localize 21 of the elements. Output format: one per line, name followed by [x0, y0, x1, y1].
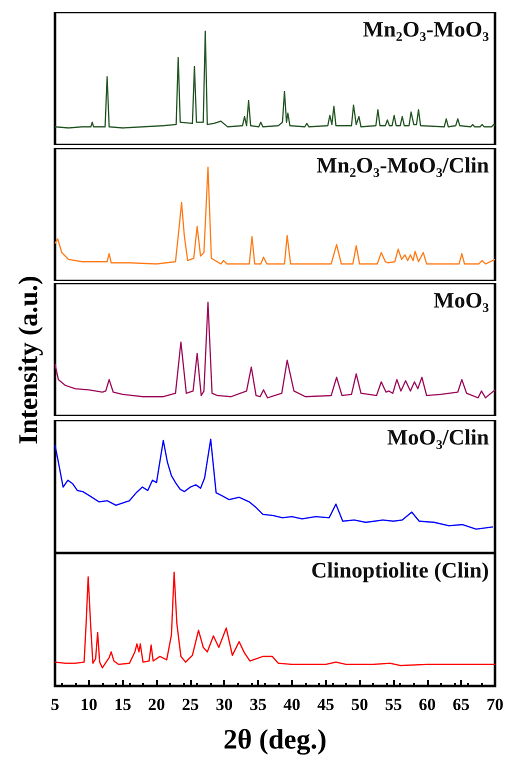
- x-tick-label: 70: [486, 695, 504, 714]
- x-tick-label: 35: [250, 695, 267, 714]
- x-tick-label: 45: [317, 695, 334, 714]
- y-axis-title: Intensity (a.u.): [13, 274, 43, 446]
- x-tick-label: 15: [114, 695, 132, 714]
- text: Clinoptiolite (Clin): [311, 558, 490, 582]
- x-tick-label: 5: [50, 695, 60, 714]
- x-tick-label: 20: [148, 695, 166, 714]
- x-tick-label: 40: [283, 695, 300, 714]
- x-tick-label: 10: [80, 695, 98, 714]
- x-axis-title: 2θ (deg.): [223, 724, 327, 756]
- text: Mn₂O₃-MoO₃/Clin: [316, 152, 489, 178]
- x-tick-label: 60: [418, 695, 436, 714]
- x-tick-label: 25: [182, 695, 199, 714]
- text: Mn₂O₃-MoO₃: [362, 16, 490, 42]
- text: MoO₃: [434, 288, 490, 312]
- text: MoO₃/Clin: [387, 424, 490, 450]
- x-tick-label: 30: [216, 695, 233, 714]
- x-tick-label: 65: [452, 695, 470, 714]
- x-tick-label: 55: [384, 695, 402, 714]
- x-tick-label: 50: [351, 695, 368, 714]
